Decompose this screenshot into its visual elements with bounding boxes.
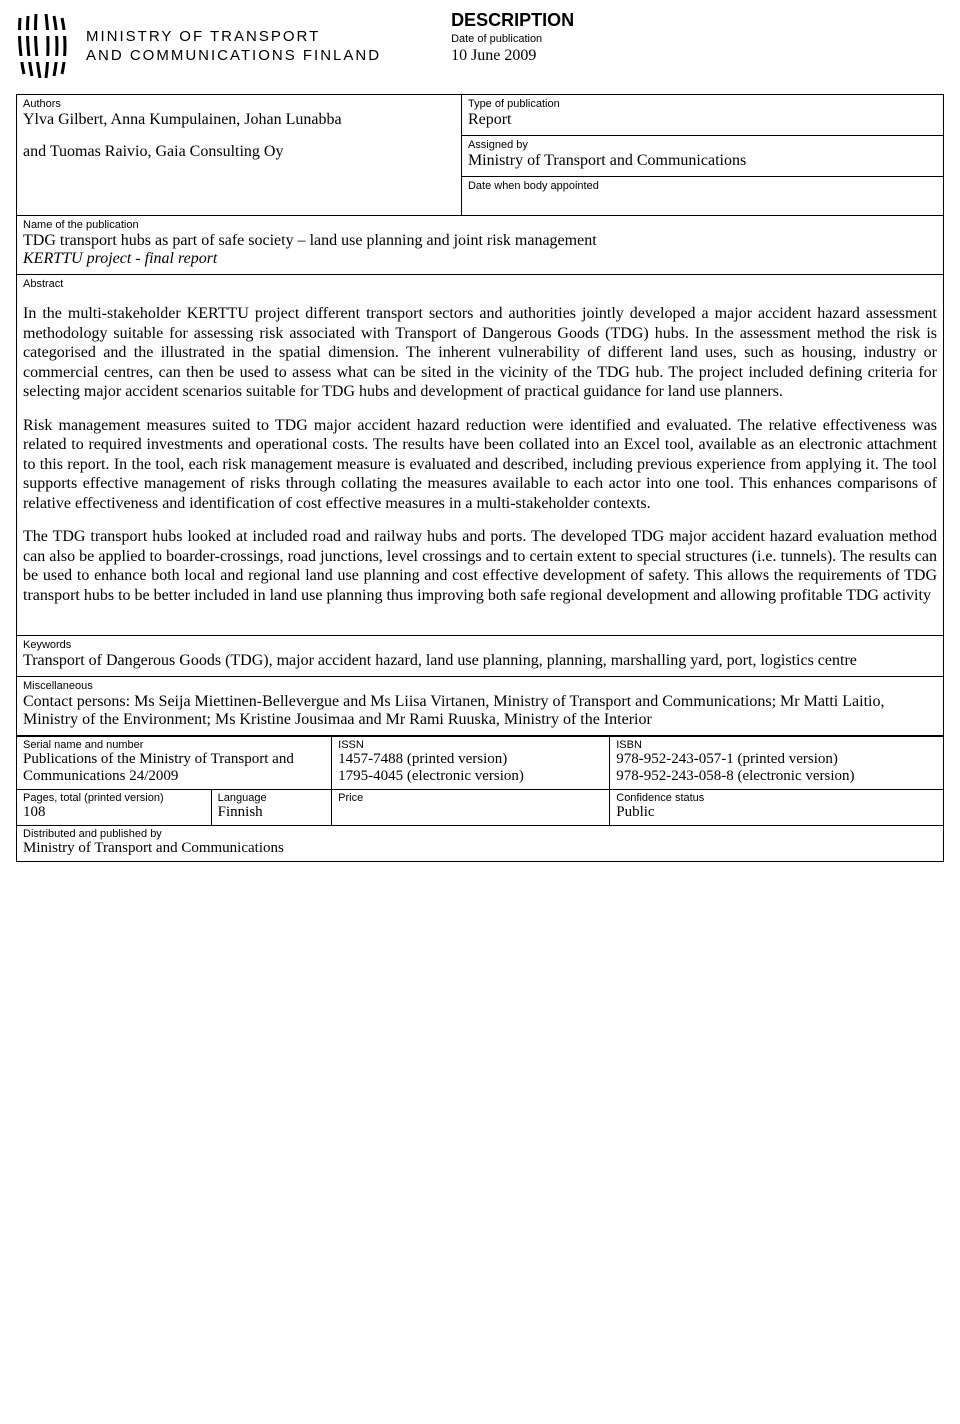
abstract-body: In the multi-stakeholder KERTTU project … bbox=[23, 304, 937, 605]
date-of-pub-value: 10 June 2009 bbox=[451, 47, 944, 65]
metadata-table: Authors Ylva Gilbert, Anna Kumpulainen, … bbox=[16, 94, 944, 736]
page-header: MINISTRY OF TRANSPORT AND COMMUNICATIONS… bbox=[16, 10, 944, 82]
dist-value: Ministry of Transport and Communications bbox=[23, 840, 937, 857]
authors-label: Authors bbox=[23, 98, 455, 110]
ministry-line2: AND COMMUNICATIONS FINLAND bbox=[86, 47, 381, 64]
isbn-value-2: 978-952-243-058-8 (electronic version) bbox=[616, 768, 937, 785]
pubname-subtitle: KERTTU project - final report bbox=[23, 250, 937, 268]
pages-label: Pages, total (printed version) bbox=[23, 792, 205, 804]
conf-label: Confidence status bbox=[616, 792, 937, 804]
issn-value-1: 1457-7488 (printed version) bbox=[338, 751, 603, 768]
misc-value: Contact persons: Ms Seija Miettinen-Bell… bbox=[23, 693, 937, 729]
misc-label: Miscellaneous bbox=[23, 680, 937, 692]
abstract-label: Abstract bbox=[23, 278, 937, 290]
pages-value: 108 bbox=[23, 804, 205, 821]
serial-value: Publications of the Ministry of Transpor… bbox=[23, 751, 325, 785]
type-value: Report bbox=[468, 111, 512, 128]
date-body-label: Date when body appointed bbox=[468, 180, 937, 192]
lang-label: Language bbox=[218, 792, 326, 804]
conf-value: Public bbox=[616, 804, 937, 821]
lang-value: Finnish bbox=[218, 804, 326, 821]
abstract-p3: The TDG transport hubs looked at include… bbox=[23, 527, 937, 605]
type-label: Type of publication bbox=[468, 98, 937, 110]
keywords-value: Transport of Dangerous Goods (TDG), majo… bbox=[23, 652, 937, 670]
authors-value-1: Ylva Gilbert, Anna Kumpulainen, Johan Lu… bbox=[23, 111, 455, 129]
assigned-value: Ministry of Transport and Communications bbox=[468, 152, 746, 169]
pubname-label: Name of the publication bbox=[23, 219, 937, 231]
issn-label: ISSN bbox=[338, 739, 603, 751]
authors-value-2: and Tuomas Raivio, Gaia Consulting Oy bbox=[23, 143, 455, 161]
ministry-line1: MINISTRY OF TRANSPORT bbox=[86, 28, 320, 45]
assigned-label: Assigned by bbox=[468, 139, 937, 151]
dist-label: Distributed and published by bbox=[23, 828, 937, 840]
date-of-pub-label: Date of publication bbox=[451, 33, 944, 45]
footer-table: Serial name and number Publications of t… bbox=[16, 736, 944, 862]
ministry-logo-icon bbox=[16, 10, 72, 82]
isbn-label: ISBN bbox=[616, 739, 937, 751]
pubname-value: TDG transport hubs as part of safe socie… bbox=[23, 232, 937, 250]
abstract-p2: Risk management measures suited to TDG m… bbox=[23, 416, 937, 514]
issn-value-2: 1795-4045 (electronic version) bbox=[338, 768, 603, 785]
abstract-p1: In the multi-stakeholder KERTTU project … bbox=[23, 304, 937, 402]
description-title: DESCRIPTION bbox=[451, 10, 944, 31]
ministry-name: MINISTRY OF TRANSPORT AND COMMUNICATIONS… bbox=[86, 28, 381, 66]
isbn-value-1: 978-952-243-057-1 (printed version) bbox=[616, 751, 937, 768]
keywords-label: Keywords bbox=[23, 639, 937, 651]
description-block: DESCRIPTION Date of publication 10 June … bbox=[451, 10, 944, 65]
price-label: Price bbox=[338, 792, 603, 804]
serial-label: Serial name and number bbox=[23, 739, 325, 751]
